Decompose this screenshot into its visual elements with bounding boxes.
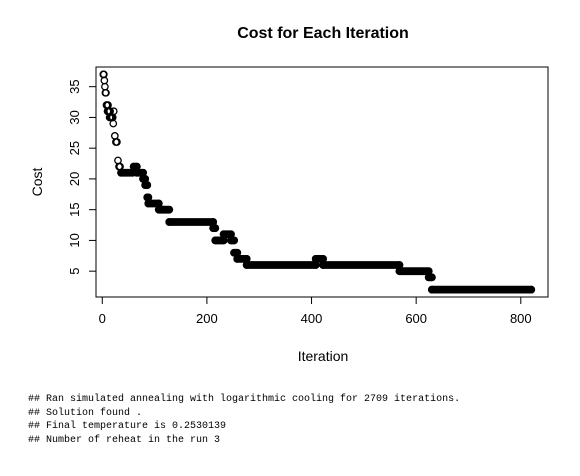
console-output: ## Ran simulated annealing with logarith… <box>28 393 460 447</box>
data-point <box>109 107 118 116</box>
y-tick-label: 10 <box>67 233 82 247</box>
data-point <box>114 156 122 165</box>
y-tick-label: 15 <box>67 202 82 216</box>
data-point <box>219 230 228 239</box>
data-point <box>117 168 125 177</box>
x-tick-label: 200 <box>196 311 218 326</box>
y-axis-label: Cost <box>29 168 45 197</box>
data-point <box>110 132 119 140</box>
data-point <box>154 205 163 214</box>
data-points <box>99 70 536 294</box>
x-tick-label: 400 <box>301 311 323 326</box>
data-point <box>395 267 404 276</box>
data-point <box>428 285 436 294</box>
data-point <box>211 224 220 232</box>
y-axis: 5 10 15 20 25 30 35 <box>67 79 97 275</box>
data-point <box>227 236 235 245</box>
data-point <box>101 82 109 91</box>
data-point <box>144 199 153 208</box>
data-point <box>424 273 433 282</box>
data-point <box>129 162 138 171</box>
data-point <box>319 261 327 269</box>
data-point <box>428 273 436 282</box>
data-point <box>143 181 152 189</box>
chart: Cost for Each Iteration 0 200 400 600 800 5 1… <box>29 25 549 364</box>
data-point <box>113 138 121 146</box>
data-point <box>527 285 536 294</box>
data-point <box>165 205 174 214</box>
data-point <box>100 76 109 85</box>
x-tick-label: 600 <box>405 311 427 326</box>
console-line: ## Number of reheat in the run 3 <box>28 434 221 446</box>
console-line: ## Final temperature is 0.2530139 <box>28 421 227 432</box>
console-line: ## Solution found . <box>28 407 143 419</box>
x-axis-label: Iteration <box>298 348 349 364</box>
y-tick-label: 25 <box>67 141 82 155</box>
y-tick-label: 5 <box>67 268 82 275</box>
data-point <box>230 248 238 257</box>
console-line: ## Ran simulated annealing with logarith… <box>28 394 461 405</box>
data-point <box>165 218 174 226</box>
y-tick-label: 30 <box>67 110 82 124</box>
data-point <box>311 255 320 263</box>
y-tick-label: 20 <box>67 172 82 186</box>
y-tick-label: 35 <box>67 79 82 93</box>
data-point <box>233 255 242 263</box>
data-point <box>102 88 110 97</box>
x-tick-label: 0 <box>99 311 106 326</box>
chart-title: Cost for Each Iteration <box>237 25 409 42</box>
x-tick-label: 800 <box>510 311 532 326</box>
data-point <box>230 236 238 245</box>
data-point <box>211 236 220 245</box>
data-point <box>242 261 251 269</box>
x-axis: 0 200 400 600 800 <box>99 296 532 326</box>
data-point <box>109 119 118 128</box>
